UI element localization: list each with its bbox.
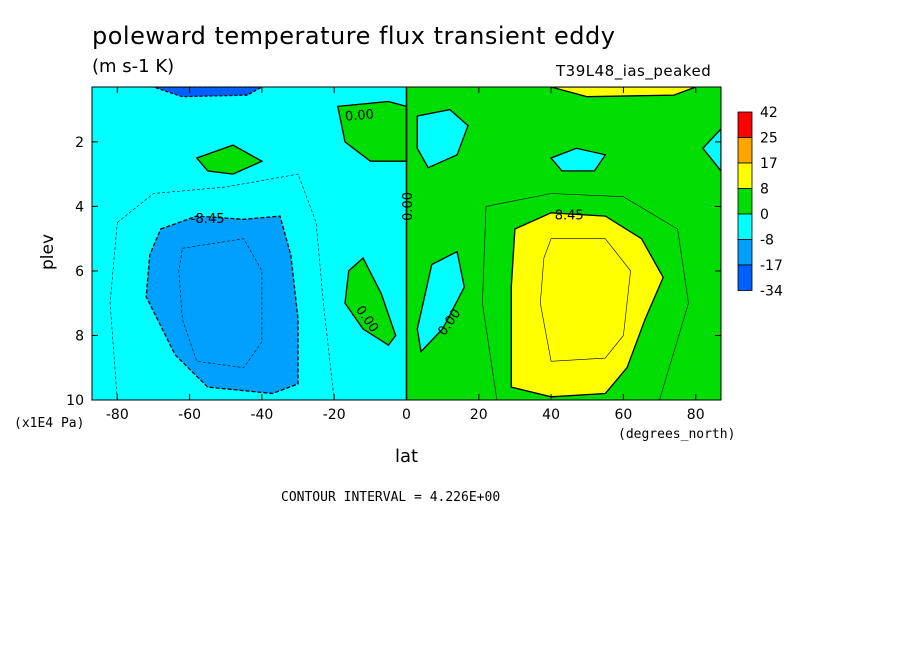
colorbar-swatch <box>737 264 753 291</box>
y-axis: 2 4 6 8 10 <box>66 135 721 409</box>
y-axis-label: plev <box>38 233 59 271</box>
colorbar-swatch <box>737 188 753 215</box>
x-axis-label: lat <box>395 446 419 467</box>
region-top-blue <box>153 87 264 98</box>
contour-label: -8.45 <box>191 212 225 227</box>
y-tick-label: 10 <box>66 393 84 409</box>
region-green-lower <box>344 256 397 346</box>
colorbar-swatch <box>737 162 753 189</box>
contour-interval-label: CONTOUR INTERVAL = 4.226E+00 <box>281 490 501 505</box>
y-tick-label: 4 <box>75 199 84 215</box>
colorbar-label: -8 <box>760 233 774 249</box>
dataset-label: T39L48_ias_peaked <box>556 62 712 80</box>
colorbar-swatch <box>737 137 753 164</box>
x-tick-label: -60 <box>178 407 201 423</box>
contour-sh-outer <box>109 173 335 400</box>
contour-label: 0.00 <box>401 192 416 221</box>
x-axis-unit: (degrees_north) <box>618 427 736 442</box>
y-axis-unit: (x1E4 Pa) <box>14 416 85 431</box>
x-tick-label: 40 <box>542 407 560 423</box>
x-tick-label: 60 <box>614 407 632 423</box>
region-green-sh-blob <box>195 144 264 175</box>
contour-nh-inner <box>539 238 631 362</box>
colorbar-swatch <box>737 213 753 240</box>
colorbar-label: 42 <box>760 105 778 121</box>
chart-title: poleward temperature flux transient eddy <box>92 22 616 50</box>
region-sh-core <box>145 215 299 395</box>
x-tick-label: -40 <box>250 407 273 423</box>
x-tick-label: 20 <box>470 407 488 423</box>
contour-nh-outer <box>482 193 689 400</box>
x-axis: -80 -60 -40 -20 0 20 40 60 80 <box>106 87 705 423</box>
region-cyan-upper <box>416 108 469 169</box>
x-tick-label: 0 <box>402 407 411 423</box>
colorbar-label: 25 <box>760 131 778 147</box>
region-cyan-lower <box>416 250 465 353</box>
colorbar-label: 8 <box>760 182 769 198</box>
x-tick-label: -80 <box>106 407 129 423</box>
colorbar-swatch <box>737 239 753 266</box>
region-cyan-edge <box>702 127 721 172</box>
colorbar-label: 0 <box>760 207 769 223</box>
contour-sh-inner <box>178 238 263 369</box>
region-cyan-nh-blob <box>550 147 607 172</box>
y-tick-label: 8 <box>75 328 84 344</box>
colorbar-label: 17 <box>760 156 778 172</box>
colorbar-swatch <box>737 111 753 138</box>
colorbar: 42 25 17 8 0 -8 -17 -34 <box>737 105 783 300</box>
x-tick-label: -20 <box>323 407 346 423</box>
y-tick-label: 6 <box>75 264 84 280</box>
colorbar-label: -34 <box>760 284 783 300</box>
contour-label: 0.00 <box>344 107 374 124</box>
y-tick-label: 2 <box>75 135 84 151</box>
plot-area <box>92 87 721 400</box>
x-tick-label: 80 <box>687 407 705 423</box>
colorbar-label: -17 <box>760 258 783 274</box>
contour-label: 8.45 <box>555 209 584 224</box>
chart-units: (m s-1 K) <box>92 56 175 77</box>
